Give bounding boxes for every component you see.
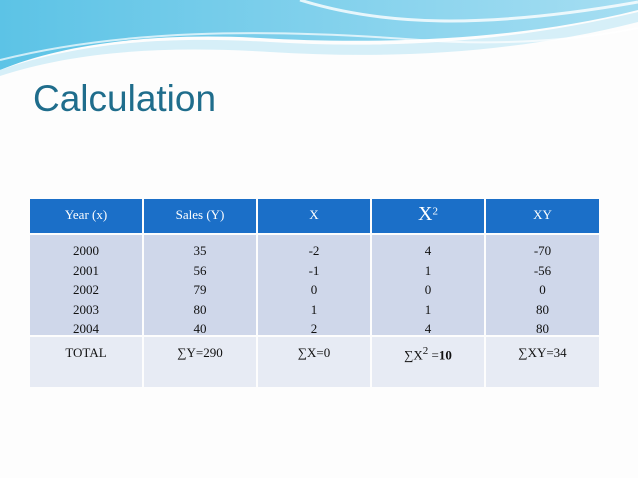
total-cell: TOTAL xyxy=(30,337,142,387)
cell-value: 56 xyxy=(193,262,207,278)
total-sup: 2 xyxy=(422,345,429,357)
cell-value: 2000 xyxy=(73,243,99,258)
cell-value: 1 xyxy=(424,262,432,278)
cell-value: 35 xyxy=(193,243,207,258)
cell-value: -56 xyxy=(533,262,552,278)
total-text: ∑X=0 xyxy=(297,345,331,360)
cell-value: 2004 xyxy=(73,321,99,336)
cell-value: 80 xyxy=(536,301,549,317)
data-cell: 2000 2001 2002 2003 2004 xyxy=(30,235,142,336)
data-cell: -70 -56 0 80 80 xyxy=(486,235,599,336)
cell-value: 1 xyxy=(424,301,432,317)
wave-decoration xyxy=(0,0,638,76)
cell-value: 0 xyxy=(310,282,318,297)
header-text: Year (x) xyxy=(64,207,108,222)
total-eq: = xyxy=(428,347,439,363)
cell-value: 80 xyxy=(536,321,549,336)
cell-value: -1 xyxy=(308,262,320,278)
cell-value: -2 xyxy=(308,243,320,258)
total-text: ∑X xyxy=(404,347,423,363)
cell-value: 79 xyxy=(193,282,207,297)
header-cell: X2 xyxy=(372,199,484,233)
header-cell: Year (x) xyxy=(30,199,142,233)
total-cell: ∑Y=290 xyxy=(144,337,256,387)
header-cell: XY xyxy=(486,199,599,233)
total-text: ∑XY=34 xyxy=(518,345,567,360)
cell-value: 2001 xyxy=(73,262,99,278)
data-cell: -2 -1 0 1 2 xyxy=(258,235,370,336)
cell-value: 1 xyxy=(310,301,318,317)
cell-value: 4 xyxy=(424,321,432,336)
data-cell: 4 1 0 1 4 xyxy=(372,235,484,336)
header-text: XY xyxy=(533,207,552,222)
cell-value: 2003 xyxy=(73,301,99,317)
cell-value: 2002 xyxy=(73,282,99,297)
slide-title: Calculation xyxy=(33,78,217,119)
header-cell: X xyxy=(258,199,370,233)
header-text: X xyxy=(309,207,319,222)
cell-value: 0 xyxy=(539,282,546,297)
cell-value: 40 xyxy=(193,321,207,336)
total-cell: ∑X2 =10 xyxy=(372,337,484,387)
cell-value: 2 xyxy=(310,321,318,336)
header-cell: Sales (Y) xyxy=(144,199,256,233)
cell-value: 4 xyxy=(424,243,432,258)
total-text: TOTAL xyxy=(65,345,107,360)
header-sup: 2 xyxy=(432,205,438,218)
header-text: X xyxy=(418,203,433,225)
data-cell: 35 56 79 80 40 xyxy=(144,235,256,336)
cell-value: -70 xyxy=(533,243,552,258)
total-text: ∑Y=290 xyxy=(177,345,223,360)
header-text: Sales (Y) xyxy=(175,207,225,222)
cell-value: 0 xyxy=(424,282,432,297)
cell-value: 80 xyxy=(193,301,207,317)
total-cell: ∑XY=34 xyxy=(486,337,599,387)
total-value: 10 xyxy=(438,347,452,363)
total-cell: ∑X=0 xyxy=(258,337,370,387)
